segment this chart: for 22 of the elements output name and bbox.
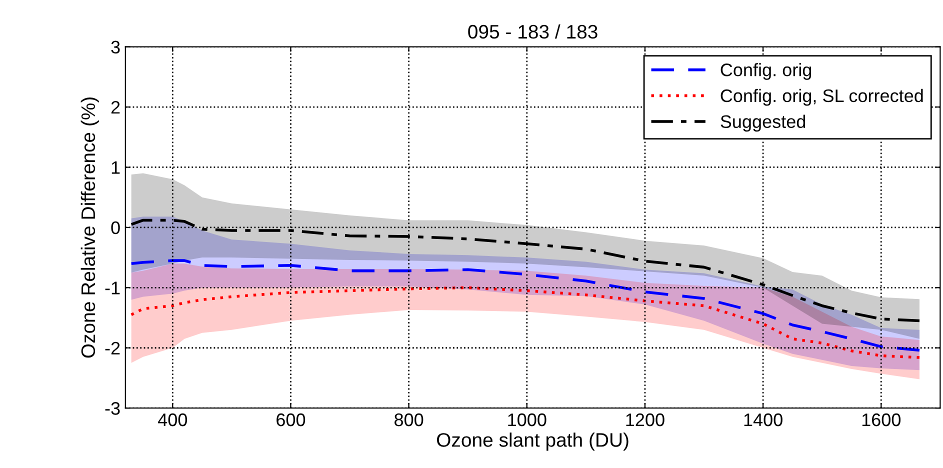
line-series [130,286,921,359]
y-tick-label: 3 [111,40,120,54]
x-tick-label: 1400 [744,413,782,426]
x-tick-label: 800 [394,413,424,426]
x-tick-label: 1600 [862,413,901,426]
legend-label: Config. orig [720,63,812,80]
chart-title: 095 - 183 / 183 [468,24,598,39]
legend-label: Suggested [720,114,806,132]
y-tick-label: 2 [111,100,120,114]
legend-label: Config. orig, SL corrected [720,88,923,106]
x-tick-label: 1000 [508,413,546,426]
y-axis-title: Ozone Relative Difference (%) [80,98,99,358]
y-tick-label: -3 [105,402,120,415]
x-tick-label: 400 [158,413,188,426]
y-tick-label: -2 [105,342,120,354]
line-series [130,259,921,352]
x-tick-label: 1200 [626,413,664,426]
y-tick-label: 1 [112,161,120,174]
y-tick-label: 0 [111,221,120,234]
y-tick-label: -1 [105,282,120,294]
x-axis-title: Ozone slant path (DU) [437,432,628,451]
x-tick-label: 600 [276,413,306,426]
